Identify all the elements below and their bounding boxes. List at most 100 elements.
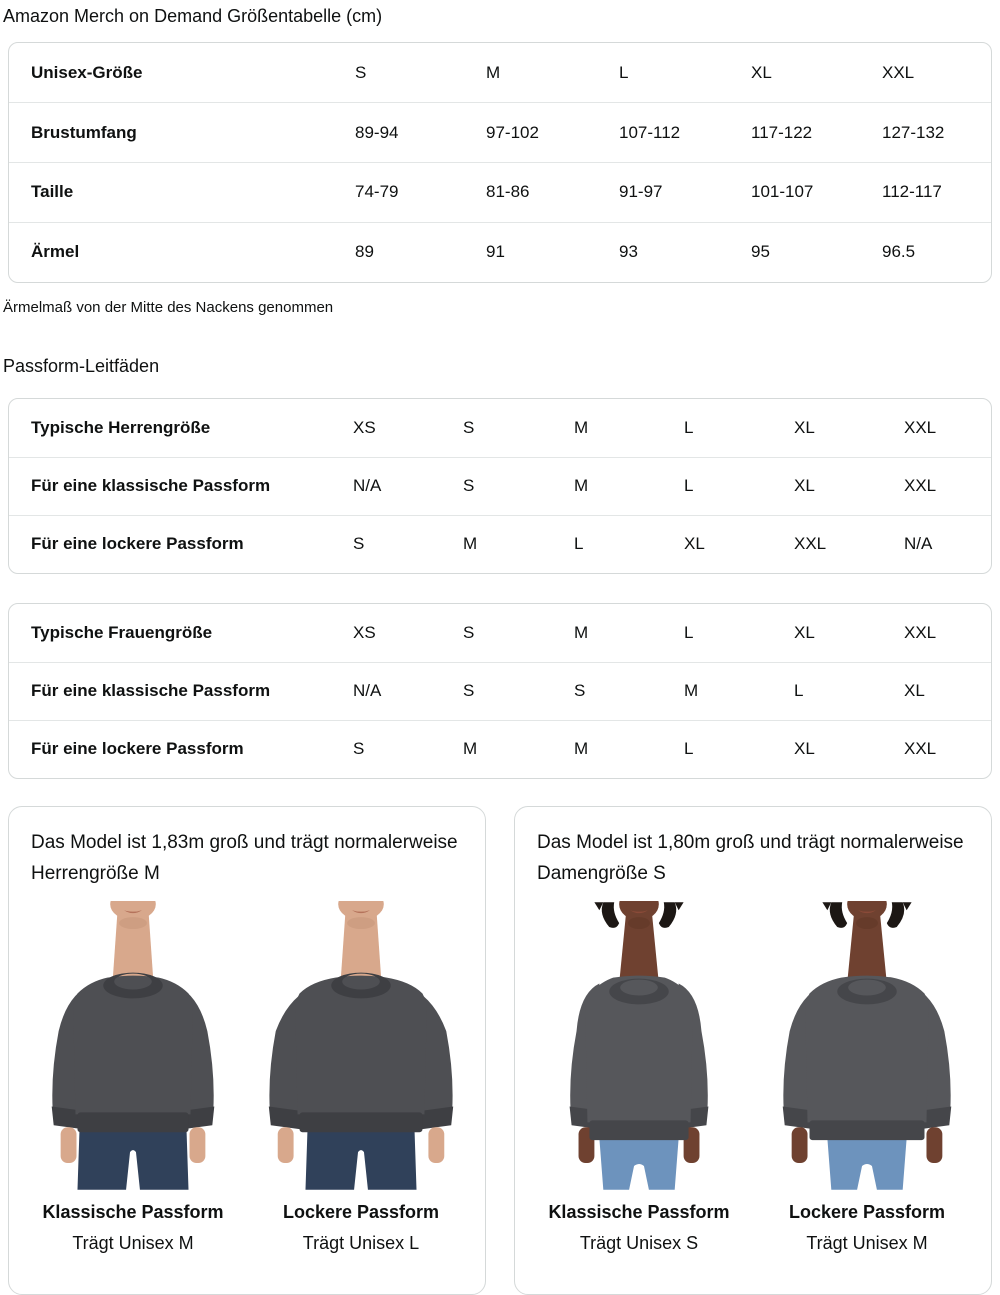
model-figure: Lockere Passform Trägt Unisex M xyxy=(753,901,981,1259)
row-label: Für eine klassische Passform xyxy=(9,456,353,515)
wears-caption: Trägt Unisex M xyxy=(806,1233,928,1253)
table-row: Für eine lockere Passform S M L XL XXL N… xyxy=(9,514,991,573)
size-cell: L xyxy=(684,417,694,437)
size-cell: 127-132 xyxy=(882,102,991,163)
size-cell: XS xyxy=(353,417,376,437)
womens-fit-table: Typische Frauengröße XS S M L XL XXL Für… xyxy=(8,603,992,779)
fit-caption: Klassische Passform xyxy=(42,1202,224,1222)
row-label: Für eine klassische Passform xyxy=(9,661,353,720)
size-cell: M xyxy=(574,456,684,515)
size-cell: M xyxy=(463,719,574,778)
size-cell: N/A xyxy=(353,661,463,720)
fit-caption: Klassische Passform xyxy=(548,1202,730,1222)
model-photo-woman-classic-fit xyxy=(525,901,753,1191)
size-cell: 107-112 xyxy=(619,102,751,163)
size-cell: L xyxy=(619,62,629,82)
size-cell: M xyxy=(574,719,684,778)
row-label: Unisex-Größe xyxy=(31,62,143,82)
size-cell: XXL xyxy=(904,719,991,778)
size-cell: 89 xyxy=(355,221,486,282)
row-label: Typische Frauengröße xyxy=(31,622,213,642)
size-cell: XXL xyxy=(904,417,937,437)
table-row: Für eine klassische Passform N/A S S M L… xyxy=(9,661,991,720)
size-cell: XL xyxy=(904,661,991,720)
wears-caption: Trägt Unisex L xyxy=(302,1233,420,1253)
size-cell: XL xyxy=(684,514,794,573)
row-label: Für eine lockere Passform xyxy=(9,514,353,573)
size-cell: XL xyxy=(751,62,772,82)
table-row: Brustumfang 89-94 97-102 107-112 117-122… xyxy=(9,102,991,163)
size-cell: S xyxy=(574,661,684,720)
table-row: Für eine lockere Passform S M M L XL XXL xyxy=(9,719,991,778)
size-cell: S xyxy=(463,417,475,437)
size-cell: XXL xyxy=(904,456,991,515)
size-cell: XL xyxy=(794,456,904,515)
sleeve-measure-note: Ärmelmaß von der Mitte des Nackens genom… xyxy=(3,299,334,316)
size-cell: XXL xyxy=(882,62,915,82)
size-cell: 91-97 xyxy=(619,162,751,223)
womens-model-card: Das Model ist 1,80m groß und trägt norma… xyxy=(514,806,992,1295)
table-row: Ärmel 89 91 93 95 96.5 xyxy=(9,221,991,282)
fit-guides-heading: Passform-Leitfäden xyxy=(3,356,160,376)
size-cell: XXL xyxy=(794,514,904,573)
size-cell: 96.5 xyxy=(882,221,991,282)
size-cell: L xyxy=(574,514,684,573)
size-cell: 117-122 xyxy=(751,102,882,163)
model-photos-row: Klassische Passform Trägt Unisex M Locke… xyxy=(19,901,475,1259)
size-cell: XL xyxy=(794,719,904,778)
model-photo-man-loose-fit xyxy=(247,901,475,1191)
size-cell: S xyxy=(463,661,574,720)
size-cell: 81-86 xyxy=(486,162,619,223)
size-cell: L xyxy=(684,719,794,778)
model-figure: Klassische Passform Trägt Unisex M xyxy=(19,901,247,1259)
size-cell: M xyxy=(463,514,574,573)
row-label: Taille xyxy=(9,162,355,223)
unisex-size-table: Unisex-Größe S M L XL XXL Brustumfang 89… xyxy=(8,42,992,283)
model-cards: Das Model ist 1,83m groß und trägt norma… xyxy=(8,806,992,1295)
size-cell: XXL xyxy=(904,622,937,642)
size-cell: XL xyxy=(794,417,815,437)
size-cell: M xyxy=(684,661,794,720)
table-row: Taille 74-79 81-86 91-97 101-107 112-117 xyxy=(9,162,991,223)
size-cell: XS xyxy=(353,622,376,642)
size-cell: S xyxy=(463,456,574,515)
card-description: Das Model ist 1,83m groß und trägt norma… xyxy=(31,832,458,884)
size-cell: L xyxy=(684,622,694,642)
table-row: Typische Frauengröße XS S M L XL XXL xyxy=(9,604,991,662)
row-label: Typische Herrengröße xyxy=(31,417,211,437)
size-cell: 112-117 xyxy=(882,162,991,223)
mens-fit-table: Typische Herrengröße XS S M L XL XXL Für… xyxy=(8,398,992,574)
model-photo-man-classic-fit xyxy=(19,901,247,1191)
fit-caption: Lockere Passform xyxy=(788,1202,946,1222)
size-cell: 93 xyxy=(619,221,751,282)
size-cell: N/A xyxy=(904,514,991,573)
row-label: Für eine lockere Passform xyxy=(9,719,353,778)
size-cell: 101-107 xyxy=(751,162,882,223)
row-label: Brustumfang xyxy=(9,102,355,163)
model-figure: Lockere Passform Trägt Unisex L xyxy=(247,901,475,1259)
size-cell: S xyxy=(463,622,475,642)
size-cell: M xyxy=(486,62,501,82)
size-cell: 91 xyxy=(486,221,619,282)
size-cell: S xyxy=(355,62,367,82)
size-cell: N/A xyxy=(353,456,463,515)
wears-caption: Trägt Unisex M xyxy=(72,1233,194,1253)
size-cell: L xyxy=(684,456,794,515)
table-row: Für eine klassische Passform N/A S M L X… xyxy=(9,456,991,515)
size-cell: XL xyxy=(794,622,815,642)
table-row: Unisex-Größe S M L XL XXL xyxy=(9,43,991,103)
card-description: Das Model ist 1,80m groß und trägt norma… xyxy=(537,832,964,884)
wears-caption: Trägt Unisex S xyxy=(579,1233,699,1253)
size-cell: L xyxy=(794,661,904,720)
size-cell: M xyxy=(574,622,589,642)
size-cell: S xyxy=(353,514,463,573)
size-cell: 74-79 xyxy=(355,162,486,223)
size-cell: 97-102 xyxy=(486,102,619,163)
page-title: Amazon Merch on Demand Größentabelle (cm… xyxy=(3,6,383,26)
table-row: Typische Herrengröße XS S M L XL XXL xyxy=(9,399,991,457)
model-figure: Klassische Passform Trägt Unisex S xyxy=(525,901,753,1259)
size-cell: S xyxy=(353,719,463,778)
fit-caption: Lockere Passform xyxy=(282,1202,440,1222)
model-photos-row: Klassische Passform Trägt Unisex S Locke… xyxy=(525,901,981,1259)
